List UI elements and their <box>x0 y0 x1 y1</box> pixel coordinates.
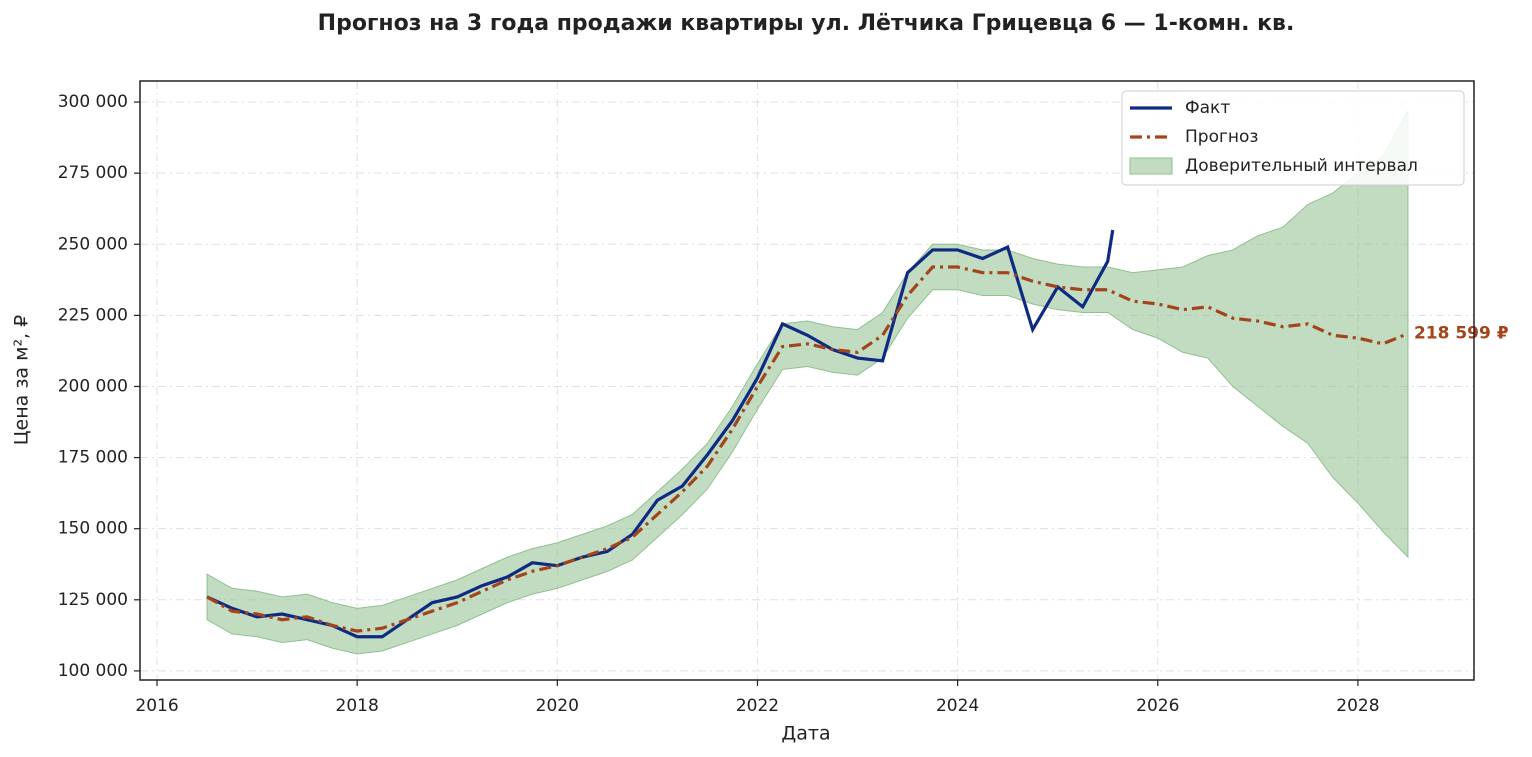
plot-frame <box>139 80 1475 681</box>
x-tick-label: 2020 <box>536 696 579 716</box>
confidence-band <box>206 110 1409 655</box>
x-tick-label: 2016 <box>135 696 178 716</box>
x-tick-label: 2018 <box>336 696 379 716</box>
legend-label: Прогноз <box>1185 127 1258 147</box>
legend-box <box>1121 90 1465 186</box>
x-tick-label: 2024 <box>936 696 979 716</box>
y-tick-label: 150 000 <box>58 519 128 539</box>
y-tick-label: 225 000 <box>58 305 128 325</box>
y-tick-label: 275 000 <box>58 163 128 183</box>
legend-label: Доверительный интервал <box>1185 156 1418 176</box>
legend: Факт Прогноз Доверительный интервал <box>1121 90 1465 186</box>
y-tick-label: 175 000 <box>58 448 128 468</box>
y-tick-label: 125 000 <box>58 590 128 610</box>
y-tick-label: 250 000 <box>58 234 128 254</box>
y-tick-label: 200 000 <box>58 376 128 396</box>
series-line <box>206 265 1409 633</box>
series-line <box>206 229 1115 639</box>
end-label: 218 599 ₽ <box>1414 324 1509 344</box>
x-tick-label: 2026 <box>1136 696 1179 716</box>
x-tick-label: 2022 <box>736 696 779 716</box>
x-axis-label: Дата <box>781 723 830 745</box>
y-tick-label: 100 000 <box>58 661 128 681</box>
x-tick-label: 2028 <box>1336 696 1379 716</box>
chart-title: Прогноз на 3 года продажи квартиры ул. Л… <box>317 11 1295 36</box>
y-axis-label: Цена за м², ₽ <box>11 315 33 445</box>
y-tick-label: 300 000 <box>58 92 128 112</box>
legend-label: Факт <box>1185 98 1230 118</box>
legend-swatch <box>1129 157 1173 175</box>
